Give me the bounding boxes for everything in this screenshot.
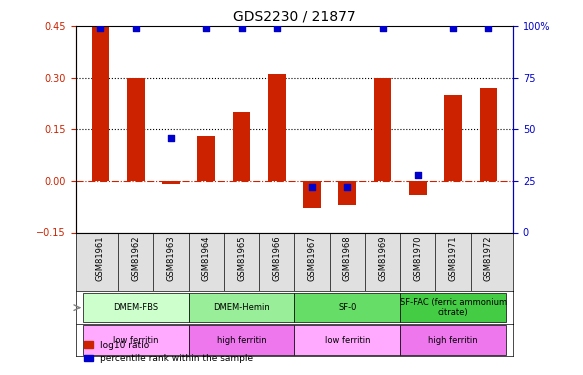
Point: [166, 135, 175, 141]
Bar: [268, 74, 286, 181]
Title: GDS2230 / 21877: GDS2230 / 21877: [233, 10, 356, 24]
Text: GSM81970: GSM81970: [413, 236, 422, 281]
Text: GSM81963: GSM81963: [167, 236, 175, 281]
FancyBboxPatch shape: [83, 326, 189, 355]
Point: [272, 26, 282, 32]
Bar: [233, 112, 250, 181]
Text: GSM81969: GSM81969: [378, 236, 387, 281]
Point: [484, 26, 493, 32]
FancyBboxPatch shape: [400, 293, 506, 322]
Text: SF-0: SF-0: [338, 303, 356, 312]
Bar: [92, 26, 109, 181]
Bar: [303, 181, 321, 209]
FancyBboxPatch shape: [294, 293, 400, 322]
Bar: [198, 136, 215, 181]
Text: GSM81968: GSM81968: [343, 236, 352, 281]
Text: GSM81972: GSM81972: [484, 236, 493, 281]
Point: [131, 26, 141, 32]
FancyBboxPatch shape: [189, 326, 294, 355]
Point: [413, 172, 423, 178]
Text: GSM81964: GSM81964: [202, 236, 211, 281]
Bar: [374, 78, 391, 181]
Bar: [444, 95, 462, 181]
Point: [448, 26, 458, 32]
Bar: [127, 78, 145, 181]
Text: high ferritin: high ferritin: [217, 336, 266, 345]
Text: high ferritin: high ferritin: [429, 336, 478, 345]
Text: SF-FAC (ferric ammonium
citrate): SF-FAC (ferric ammonium citrate): [399, 298, 507, 317]
FancyBboxPatch shape: [294, 326, 400, 355]
Text: GSM81966: GSM81966: [272, 236, 281, 281]
Point: [96, 26, 105, 32]
Text: GSM81965: GSM81965: [237, 236, 246, 281]
Text: DMEM-Hemin: DMEM-Hemin: [213, 303, 270, 312]
Point: [307, 184, 317, 190]
Text: GSM81962: GSM81962: [131, 236, 141, 281]
Text: GSM81971: GSM81971: [448, 236, 458, 281]
Bar: [480, 88, 497, 181]
FancyBboxPatch shape: [400, 326, 506, 355]
Legend: log10 ratio, percentile rank within the sample: log10 ratio, percentile rank within the …: [80, 337, 257, 367]
Point: [378, 26, 387, 32]
Point: [237, 26, 246, 32]
Point: [202, 26, 211, 32]
FancyBboxPatch shape: [189, 293, 294, 322]
Text: low ferritin: low ferritin: [325, 336, 370, 345]
Point: [343, 184, 352, 190]
Text: GSM81961: GSM81961: [96, 236, 105, 281]
Bar: [339, 181, 356, 205]
Bar: [162, 181, 180, 184]
Bar: [409, 181, 427, 195]
Text: GSM81967: GSM81967: [308, 236, 317, 281]
FancyBboxPatch shape: [83, 293, 189, 322]
Text: low ferritin: low ferritin: [113, 336, 159, 345]
Text: DMEM-FBS: DMEM-FBS: [113, 303, 159, 312]
